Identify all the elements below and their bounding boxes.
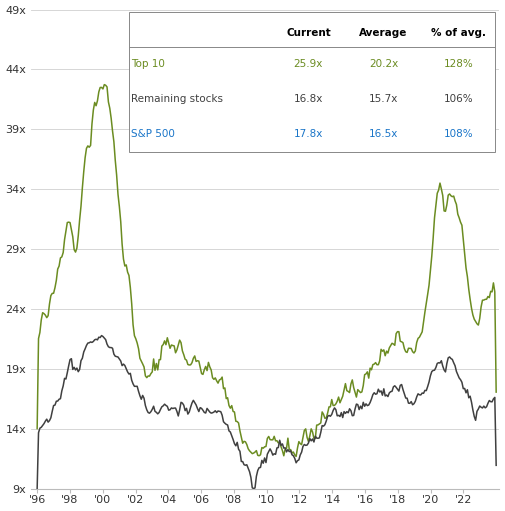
Text: 106%: 106%: [443, 95, 473, 104]
Text: 128%: 128%: [443, 59, 473, 69]
Text: % of avg.: % of avg.: [431, 28, 486, 38]
Text: Average: Average: [359, 28, 408, 38]
Text: 20.2x: 20.2x: [369, 59, 398, 69]
Text: 108%: 108%: [443, 129, 473, 140]
Text: S&P 500: S&P 500: [131, 129, 175, 140]
Text: 25.9x: 25.9x: [294, 59, 323, 69]
Bar: [129, 12, 495, 152]
Text: 17.8x: 17.8x: [294, 129, 323, 140]
Text: Current: Current: [286, 28, 331, 38]
Text: Top 10: Top 10: [131, 59, 165, 69]
Text: Remaining stocks: Remaining stocks: [131, 95, 223, 104]
Text: 15.7x: 15.7x: [369, 95, 398, 104]
Text: 16.8x: 16.8x: [294, 95, 323, 104]
Text: 16.5x: 16.5x: [369, 129, 398, 140]
